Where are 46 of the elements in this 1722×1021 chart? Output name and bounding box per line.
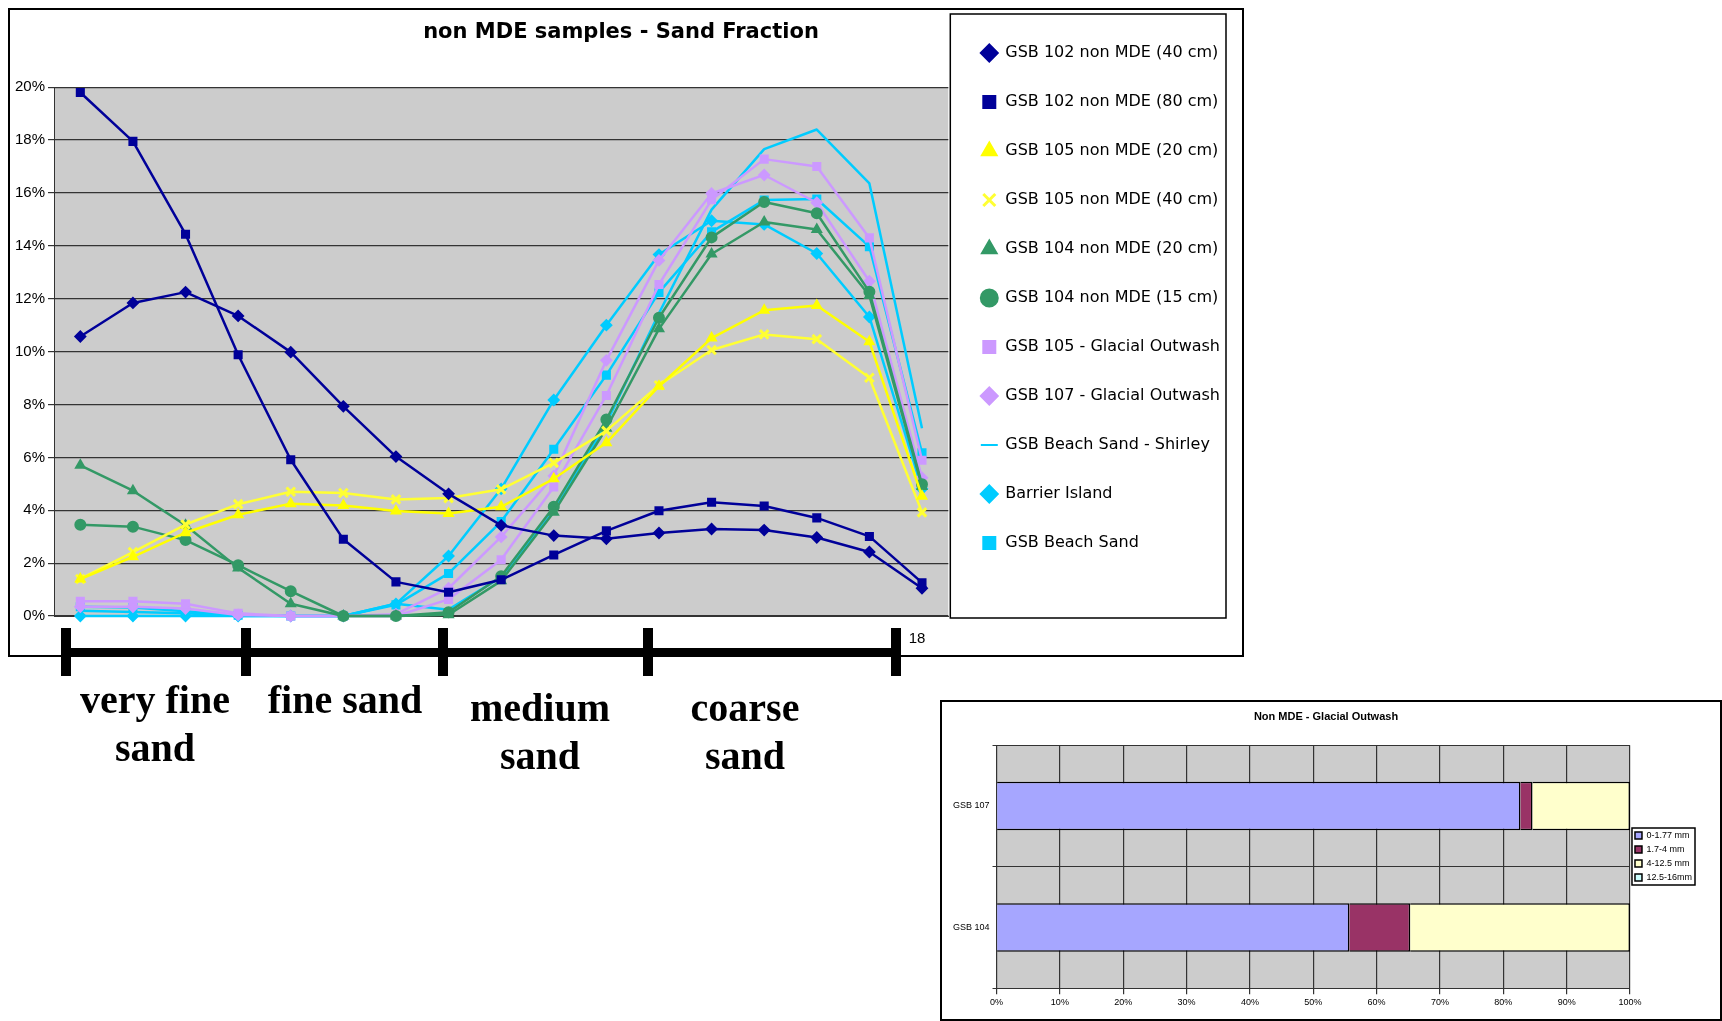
x-tick-label: 20%: [1114, 997, 1133, 1008]
legend-label: GSB Beach Sand: [1005, 532, 1139, 552]
y-tick-label: 0%: [23, 606, 46, 624]
chart-title: non MDE samples - Sand Fraction: [423, 19, 819, 44]
y-tick-label: 14%: [14, 235, 46, 253]
x-tick-label: 50%: [1304, 997, 1323, 1008]
x-tick-label: 40%: [1240, 997, 1259, 1008]
legend-label: GSB 107 - Glacial Outwash: [1005, 385, 1220, 405]
x-tick-label: 30%: [1177, 997, 1196, 1008]
y-tick-label: 8%: [23, 394, 46, 412]
legend-label: GSB 102 non MDE (80 cm): [1005, 91, 1219, 111]
y-tick-label: 2%: [23, 553, 46, 571]
text: very fine sand: [79, 676, 231, 772]
x-tick-label: 100%: [1618, 997, 1642, 1008]
legend-label: GSB 105 non MDE (40 cm): [1005, 189, 1219, 209]
legend-label: 4-12.5 mm: [1646, 857, 1690, 868]
legend-label: GSB 105 non MDE (20 cm): [1005, 140, 1219, 160]
y-tick-label: 10%: [14, 341, 46, 359]
legend-label: GSB 105 - Glacial Outwash: [1005, 336, 1220, 356]
text: fine sand: [266, 676, 424, 724]
y-tick-label: 4%: [23, 500, 46, 518]
y-tick-label: GSB 104: [952, 921, 990, 932]
y-tick-label: 6%: [23, 447, 46, 465]
legend-label: GSB 104 non MDE (20 cm): [1005, 238, 1219, 258]
x-tick-label: 80%: [1494, 997, 1513, 1008]
legend-label: 12.5-16mm: [1646, 871, 1693, 882]
legend-label: GSB 104 non MDE (15 cm): [1005, 287, 1219, 307]
x-tick-label: 70%: [1430, 997, 1449, 1008]
x-tick-label: 0%: [990, 997, 1004, 1008]
text: 18: [904, 629, 930, 646]
legend-label: 0-1.77 mm: [1646, 829, 1690, 840]
text: medium sand: [469, 684, 611, 780]
y-tick-label: GSB 107: [952, 800, 990, 811]
legend-label: GSB 102 non MDE (40 cm): [1005, 42, 1219, 62]
x-tick-label: 10%: [1050, 997, 1069, 1008]
y-tick-label: 20%: [14, 77, 46, 95]
legend-label: Barrier Island: [1005, 483, 1113, 503]
x-tick-label: 60%: [1367, 997, 1386, 1008]
y-tick-label: 16%: [14, 183, 46, 201]
y-tick-label: 18%: [14, 130, 46, 148]
text: coarse sand: [689, 684, 801, 780]
x-tick-label: 90%: [1557, 997, 1576, 1008]
legend-label: 1.7-4 mm: [1646, 843, 1685, 854]
legend-label: GSB Beach Sand - Shirley: [1005, 434, 1210, 454]
y-tick-label: 12%: [14, 288, 46, 306]
chart-title: Non MDE - Glacial Outwash: [1253, 709, 1399, 722]
